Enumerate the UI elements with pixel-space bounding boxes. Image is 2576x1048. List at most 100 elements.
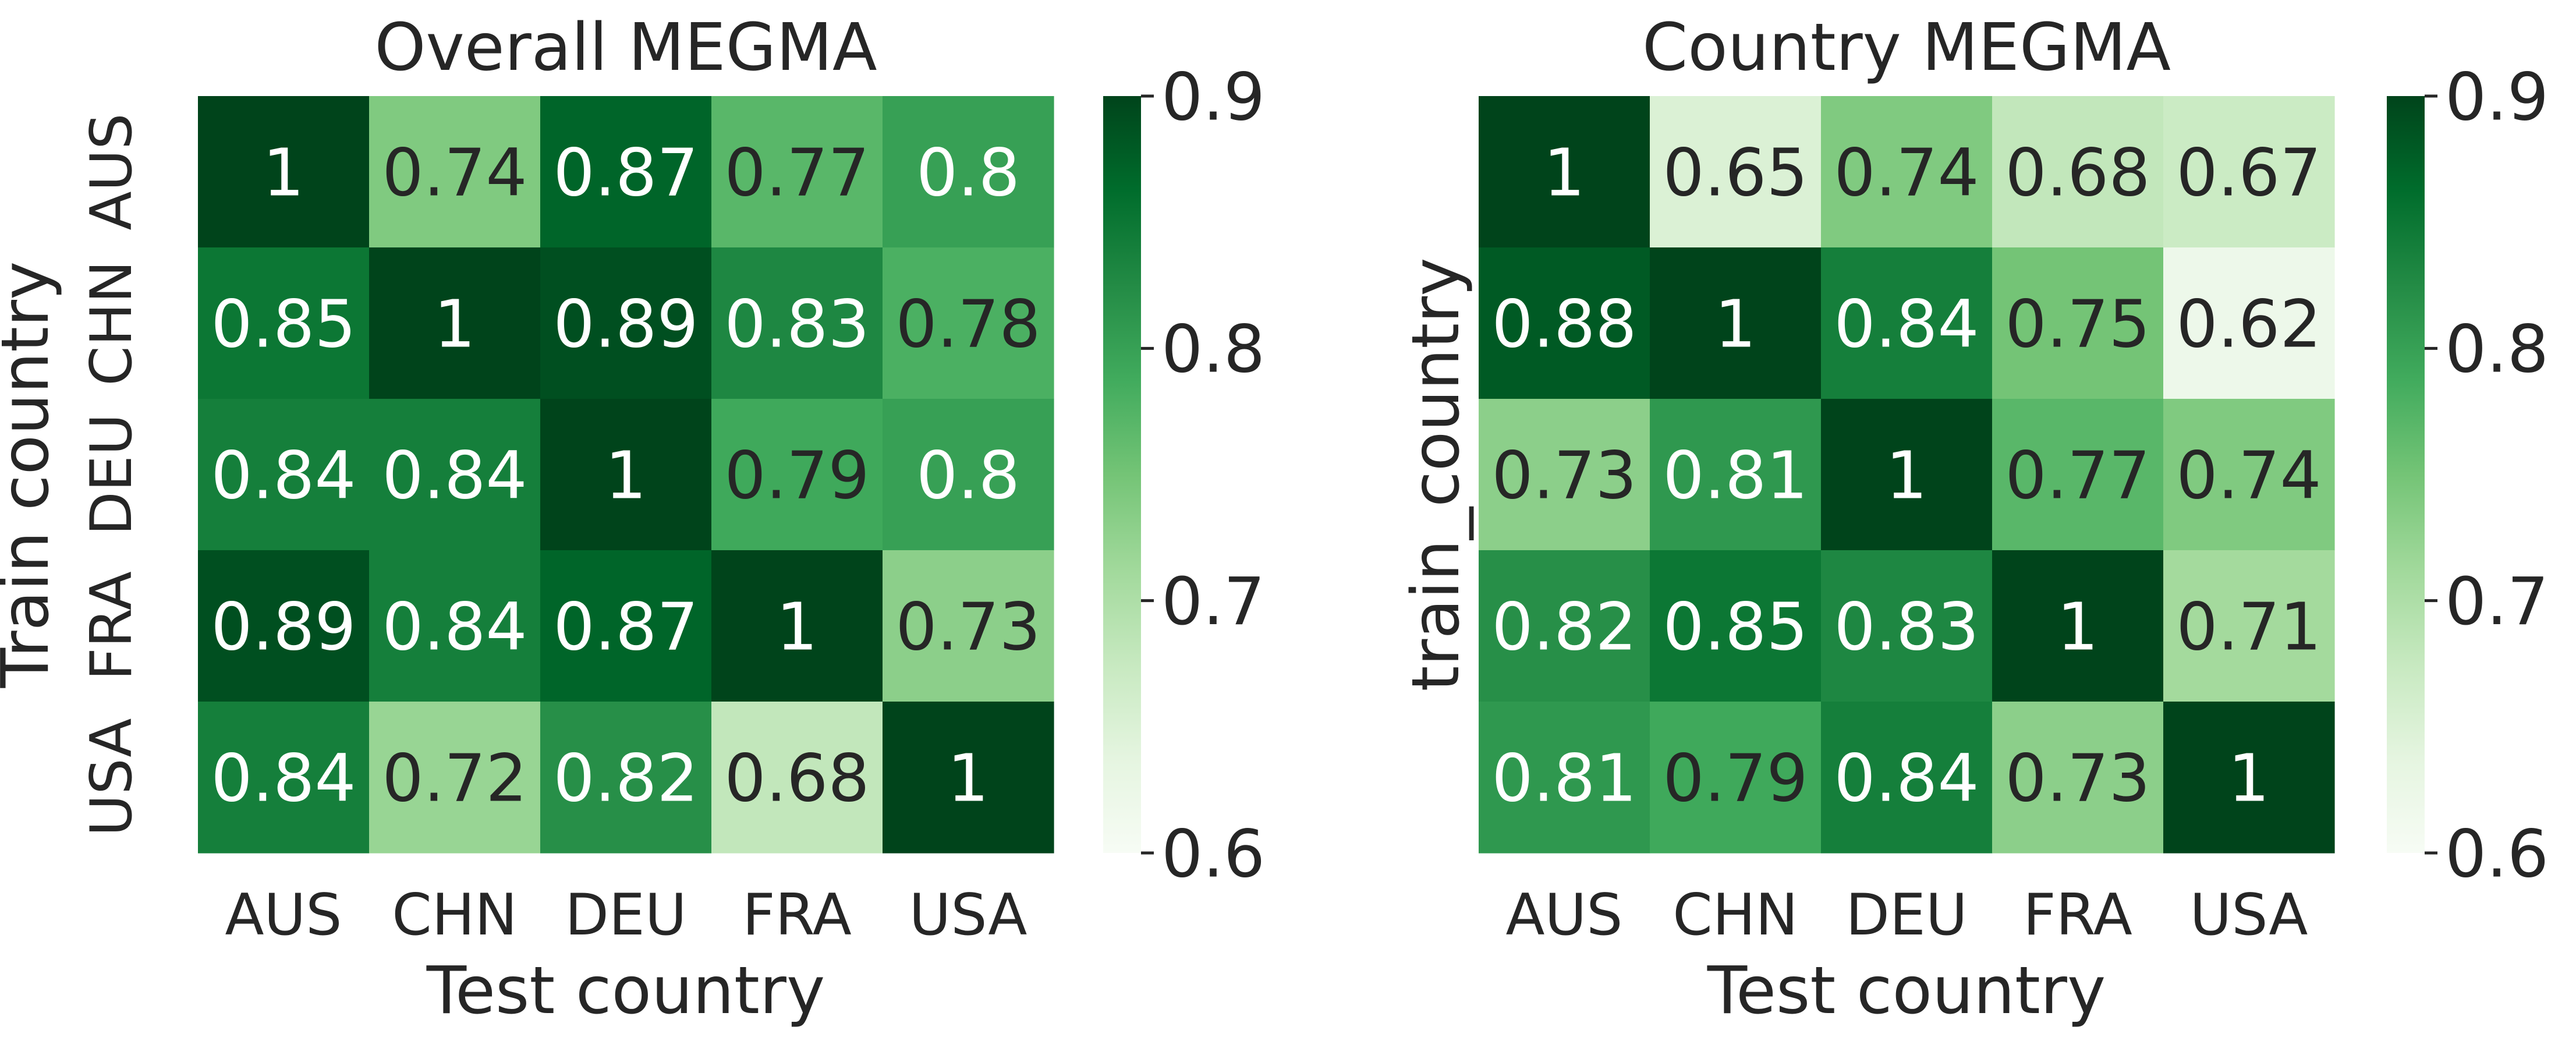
cell-value-label: 1	[1714, 286, 1756, 362]
heatmap-cell	[1992, 399, 2164, 551]
x-axis-label: Test country	[1707, 953, 2106, 1029]
heatmap-cell	[711, 96, 883, 248]
colorbar-tick-label: 0.7	[1161, 564, 1265, 640]
heatmap-cell	[1992, 702, 2164, 854]
heatmap-cell	[1821, 702, 1993, 854]
cell-value-label: 0.77	[2005, 438, 2150, 514]
colorbar	[2387, 96, 2425, 853]
heatmap-cell	[369, 550, 541, 702]
heatmap-cell	[1650, 247, 1822, 399]
cell-value-label: 0.79	[724, 438, 869, 514]
cell-value-label: 0.8	[916, 438, 1020, 514]
cell-value-label: 0.74	[382, 135, 527, 211]
colorbar-tick-label: 0.6	[2445, 816, 2549, 892]
heatmap-cell	[1821, 96, 1993, 248]
cell-value-label: 0.81	[1663, 438, 1808, 514]
cell-value-label: 0.71	[2176, 589, 2321, 665]
cell-value-label: 0.75	[2005, 286, 2150, 362]
cell-value-label: 0.82	[1491, 589, 1636, 665]
heatmap-cell	[883, 96, 1054, 248]
cell-value-label: 0.85	[1663, 589, 1808, 665]
x-tick-label: FRA	[2023, 882, 2132, 948]
heatmap-cell	[2163, 247, 2335, 399]
heatmap-cell	[1992, 247, 2164, 399]
heatmap-cell	[1992, 550, 2164, 702]
cell-value-label: 1	[263, 135, 304, 211]
cell-value-label: 0.73	[1491, 438, 1636, 514]
heatmap-cell	[369, 399, 541, 551]
colorbar	[1103, 96, 1141, 853]
cell-value-label: 0.67	[2176, 135, 2321, 211]
heatmap-cell	[711, 550, 883, 702]
heatmap-cell	[369, 96, 541, 248]
cell-value-label: 0.89	[553, 286, 698, 362]
cell-value-label: 1	[605, 438, 646, 514]
cell-value-label: 0.73	[895, 589, 1040, 665]
chart-title: Country MEGMA	[1642, 10, 2171, 86]
x-tick-label: AUS	[225, 882, 342, 948]
heatmap-cell	[1821, 550, 1993, 702]
heatmap-cell	[369, 247, 541, 399]
heatmap-cell	[198, 247, 370, 399]
cell-value-label: 0.87	[553, 589, 698, 665]
heatmap-cell	[540, 399, 712, 551]
cell-value-label: 0.74	[1834, 135, 1979, 211]
heatmap-panel-1: 1 0.74 0.87 0.77 0.8 0.85 1 0.89 0.83 0.78 0.84 0.8…	[0, 10, 1265, 1029]
cell-value-label: 1	[947, 741, 988, 816]
heatmap-cell	[883, 247, 1054, 399]
cell-value-label: 0.72	[382, 741, 527, 816]
cell-value-label: 0.73	[2005, 741, 2150, 816]
x-tick-label: DEU	[1845, 882, 1967, 948]
cell-value-label: 0.65	[1663, 135, 1808, 211]
heatmap-cell	[1479, 399, 1650, 551]
colorbar-tick-label: 0.9	[1161, 59, 1265, 135]
y-tick-label: FRA	[79, 571, 145, 681]
heatmap-cell	[540, 96, 712, 248]
heatmap-cell	[711, 247, 883, 399]
heatmap-cell	[540, 550, 712, 702]
cell-value-label: 0.84	[382, 589, 527, 665]
cell-value-label: 0.83	[1834, 589, 1979, 665]
heatmap-cell	[2163, 399, 2335, 551]
heatmap-cell	[883, 550, 1054, 702]
cell-value-label: 0.84	[211, 438, 356, 514]
heatmap-cell	[2163, 702, 2335, 854]
cell-value-label: 0.84	[1834, 286, 1979, 362]
heatmap-cell	[1650, 550, 1822, 702]
cell-value-label: 0.81	[1491, 741, 1636, 816]
cell-value-label: 0.79	[1663, 741, 1808, 816]
y-axis-label: Train country	[0, 261, 63, 689]
x-axis-label: Test country	[426, 953, 825, 1029]
heatmap-cell	[1650, 399, 1822, 551]
cell-value-label: 1	[434, 286, 475, 362]
heatmap-cell	[198, 702, 370, 854]
heatmap-cell	[1821, 247, 1993, 399]
heatmap-cell	[711, 702, 883, 854]
x-tick-label: CHN	[1673, 882, 1798, 948]
cell-value-label: 0.84	[1834, 741, 1979, 816]
heatmap-cell	[2163, 550, 2335, 702]
cell-value-label: 0.62	[2176, 286, 2321, 362]
y-tick-label: DEU	[79, 413, 145, 535]
cell-value-label: 1	[1543, 135, 1585, 211]
heatmap-cell	[1650, 702, 1822, 854]
cell-value-label: 0.78	[895, 286, 1040, 362]
x-tick-label: FRA	[742, 882, 852, 948]
cell-value-label: 1	[2057, 589, 2098, 665]
cell-value-label: 0.84	[211, 741, 356, 816]
heatmap-cell	[1479, 247, 1650, 399]
cell-value-label: 1	[776, 589, 817, 665]
heatmap-cell	[711, 399, 883, 551]
y-tick-label: AUS	[79, 114, 145, 231]
x-tick-label: USA	[2190, 882, 2308, 948]
colorbar-tick-label: 0.8	[1161, 312, 1265, 388]
heatmap-panel-2: 1 0.65 0.74 0.68 0.67 0.88 1 0.84 0.75 0.62 0.73 0.…	[1398, 10, 2549, 1029]
x-tick-label: DEU	[565, 882, 686, 948]
y-axis-label: train_country	[1398, 257, 1474, 691]
cell-value-label: 0.85	[211, 286, 356, 362]
heatmap-cell	[2163, 96, 2335, 248]
cell-value-label: 0.68	[724, 741, 869, 816]
heatmap-cell	[369, 702, 541, 854]
x-tick-label: CHN	[392, 882, 517, 948]
cell-value-label: 1	[2228, 741, 2269, 816]
